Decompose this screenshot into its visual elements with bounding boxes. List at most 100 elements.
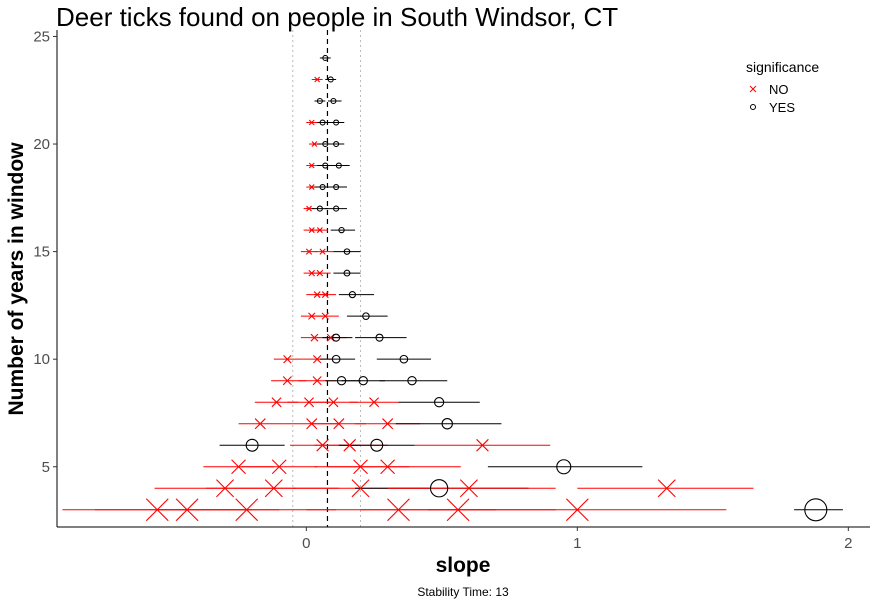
point-no-35 [310,333,319,342]
point-no-72 [459,479,478,498]
y-axis-label: Number of years in window [5,142,28,416]
confidence-intervals [62,57,843,511]
point-no-53 [254,418,266,430]
point-yes-7 [333,119,340,126]
point-yes-58 [245,438,259,452]
point-no-51 [369,397,380,408]
point-yes-9 [322,140,329,148]
y-tick-label-3: 20 [33,136,50,153]
point-yes-34 [362,312,370,320]
point-yes-25 [343,248,351,255]
point-no-30 [321,291,329,299]
point-no-62 [476,438,489,452]
point-no-59 [316,438,329,452]
point-yes-80 [804,498,828,522]
point-yes-71 [429,479,449,498]
point-no-48 [271,397,282,408]
point-no-40 [312,354,322,364]
point-yes-19 [333,205,340,212]
legend-marker-yes [750,104,756,110]
legend-label-yes: YES [769,100,795,115]
point-yes-41 [331,354,341,364]
point-no-43 [282,376,292,386]
point-yes-37 [332,333,341,342]
point-no-17 [306,205,312,212]
point-yes-28 [343,269,351,277]
point-no-29 [313,291,321,299]
point-no-76 [235,498,259,522]
point-yes-0 [322,54,329,62]
y-tick-label-0: 5 [42,459,50,476]
x-axis-label: slope [436,554,491,577]
point-yes-15 [319,184,326,191]
point-no-54 [306,418,318,430]
point-no-75 [175,498,199,522]
point-no-56 [382,418,394,430]
y-tick-label-2: 15 [33,244,50,261]
point-yes-47 [407,375,417,386]
point-no-70 [351,479,370,498]
point-no-5 [308,119,315,126]
point-yes-52 [433,397,445,408]
point-no-74 [145,498,169,522]
point-no-69 [264,479,283,498]
point-no-21 [316,227,323,234]
point-yes-10 [333,140,340,148]
x-tick-label-0: 0 [302,535,310,552]
point-no-24 [319,248,326,255]
point-yes-57 [441,418,453,430]
point-no-39 [283,354,292,364]
point-no-50 [328,397,339,408]
caption: Stability Time: 13 [417,585,509,599]
point-no-65 [353,459,368,475]
point-no-66 [380,459,396,475]
point-no-26 [308,269,316,277]
point-no-77 [387,498,410,522]
y-tick-label-4: 25 [33,28,50,45]
point-no-32 [308,312,316,320]
point-no-63 [231,459,246,475]
data-points [145,54,828,522]
point-no-68 [216,479,235,498]
point-yes-67 [556,459,572,475]
x-tick-label-2: 2 [844,535,852,552]
legend-label-no: NO [769,82,789,97]
reference-lines [292,30,362,527]
point-no-55 [333,418,345,430]
point-no-64 [271,459,287,475]
point-no-8 [311,141,318,147]
point-yes-12 [322,162,329,169]
x-axis-ticks: 0 1 2 [302,527,852,552]
legend-marker-no [749,85,757,93]
point-no-73 [657,479,676,498]
chart-title: Deer ticks found on people in South Wind… [56,2,618,32]
x-tick-label-1: 1 [573,535,581,552]
legend: significance NO YES [746,59,819,115]
point-no-78 [446,498,470,522]
point-yes-31 [348,291,357,299]
point-no-60 [343,438,357,452]
point-yes-46 [358,375,368,386]
point-no-1 [314,76,321,83]
y-tick-label-1: 10 [33,351,50,368]
point-yes-18 [316,205,323,212]
point-yes-38 [375,333,384,342]
point-no-23 [305,248,313,255]
point-yes-45 [336,375,347,386]
point-yes-6 [319,119,326,126]
y-axis-ticks: 5 10 15 20 25 [33,28,57,476]
point-no-14 [308,184,315,190]
point-no-49 [304,397,315,408]
point-no-79 [565,498,589,522]
point-yes-13 [335,162,342,169]
point-yes-3 [316,97,323,105]
point-no-20 [308,227,315,234]
point-yes-16 [333,184,340,191]
point-yes-4 [330,97,337,105]
legend-title: significance [746,59,819,75]
point-yes-2 [327,76,334,83]
point-no-44 [312,376,322,386]
point-yes-42 [399,354,409,364]
point-no-11 [308,162,315,169]
